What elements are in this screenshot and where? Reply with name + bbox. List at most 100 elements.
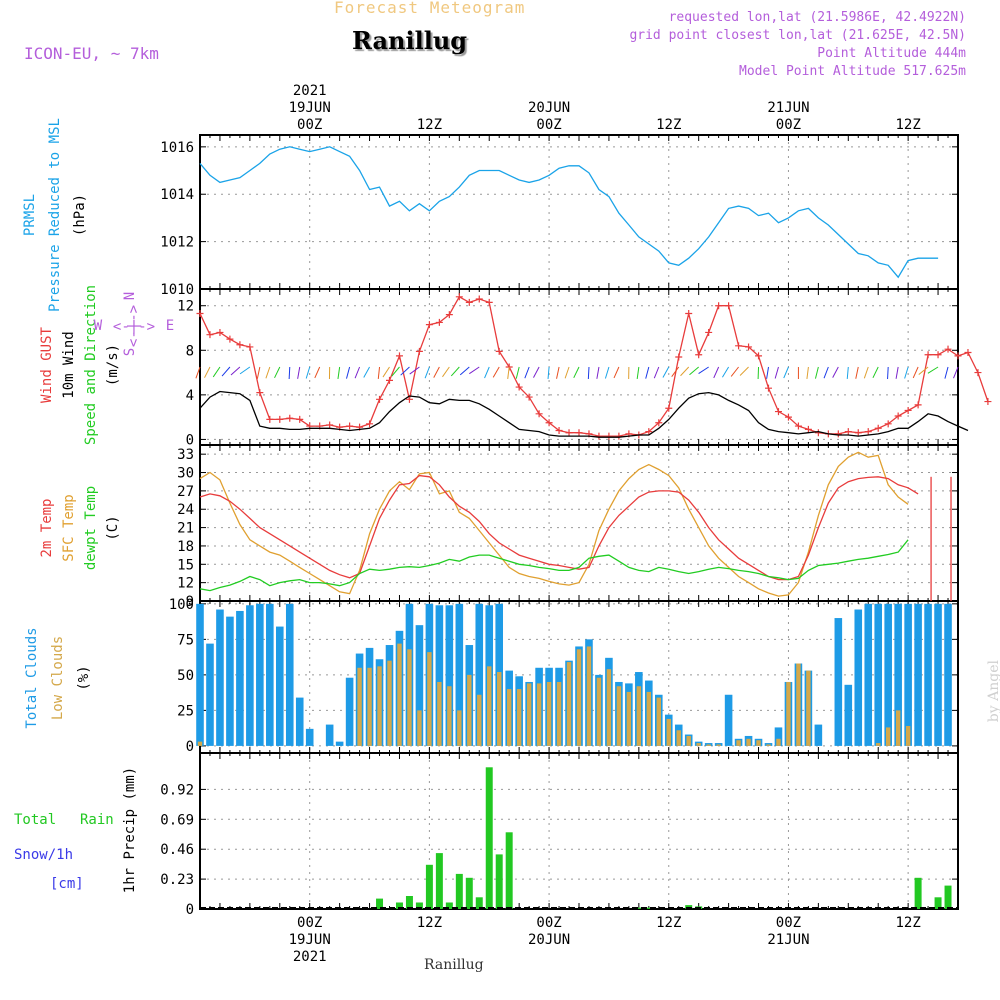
total-cloud-bar bbox=[934, 603, 942, 746]
time-label-bottom: 00Z bbox=[536, 915, 561, 931]
low-cloud-bar bbox=[606, 669, 612, 746]
time-label-bottom: 12Z bbox=[895, 915, 920, 931]
gust-point bbox=[435, 318, 443, 326]
low-cloud-bar bbox=[357, 667, 362, 746]
total-cloud-bar bbox=[914, 603, 922, 746]
time-label-bottom: 12Z bbox=[656, 915, 681, 931]
total-cloud-bar bbox=[335, 741, 344, 746]
temp-axis-label: SFC Temp bbox=[61, 494, 77, 561]
wind-direction-arrow bbox=[256, 366, 261, 379]
total-cloud-bar bbox=[295, 697, 304, 746]
y-tick-label: 1016 bbox=[160, 140, 194, 156]
rain-bar bbox=[376, 898, 384, 909]
gust-point bbox=[934, 351, 942, 359]
gust-point bbox=[615, 432, 623, 440]
gust-point bbox=[774, 408, 782, 416]
low-cloud-bar bbox=[437, 681, 442, 746]
wind-direction-arrow bbox=[927, 366, 939, 374]
wind-direction-arrow bbox=[524, 366, 530, 379]
rain-bar bbox=[395, 902, 403, 909]
low-cloud-bar bbox=[367, 667, 372, 746]
gust-point bbox=[386, 376, 393, 384]
y-tick-label: 18 bbox=[177, 539, 194, 555]
wind-direction-arrow bbox=[469, 366, 480, 375]
gust-point bbox=[296, 415, 304, 423]
wind-direction-arrow bbox=[645, 366, 650, 379]
gust-point bbox=[665, 404, 673, 412]
time-label-bottom: 00Z bbox=[776, 915, 801, 931]
low-cloud-bar bbox=[387, 660, 392, 746]
rain-bar bbox=[635, 907, 643, 909]
wind-direction-arrow bbox=[288, 366, 291, 380]
wind-direction-arrow bbox=[662, 366, 670, 378]
time-label-top: 12Z bbox=[656, 117, 681, 133]
total-cloud-bar bbox=[884, 603, 892, 746]
forecast-title: Forecast Meteogram bbox=[334, 0, 526, 17]
gust-point bbox=[804, 425, 812, 433]
gust-point bbox=[954, 352, 962, 360]
time-label-bottom: 19JUN bbox=[289, 932, 331, 948]
wind-direction-arrow bbox=[556, 366, 560, 379]
low-cloud-bar bbox=[736, 740, 741, 746]
low-cloud-bar bbox=[885, 727, 891, 746]
wind-direction-arrow bbox=[846, 366, 849, 379]
rain-bar bbox=[445, 902, 453, 909]
wind-direction-arrow bbox=[305, 366, 311, 379]
gust-point bbox=[595, 432, 603, 440]
precip-legend-cm: [cm] bbox=[50, 876, 84, 892]
gust-point bbox=[765, 384, 772, 392]
low-cloud-bar bbox=[526, 683, 532, 746]
total-cloud-bar bbox=[305, 728, 314, 746]
requested-coords: requested lon,lat (21.5986E, 42.4922N) bbox=[668, 10, 966, 25]
low-cloud-bar bbox=[895, 710, 901, 746]
low-cloud-bar bbox=[646, 691, 652, 746]
low-cloud-bar bbox=[427, 652, 432, 746]
y-tick-label: 0.46 bbox=[160, 842, 194, 858]
gust-point bbox=[535, 410, 543, 418]
gust-point bbox=[286, 414, 294, 422]
low-cloud-bar bbox=[776, 738, 781, 746]
gust-point bbox=[495, 347, 503, 355]
low-cloud-bar bbox=[696, 743, 701, 746]
low-cloud-bar bbox=[407, 649, 412, 746]
rain-bar bbox=[405, 896, 413, 909]
wind-direction-arrow bbox=[409, 366, 420, 375]
gust-line bbox=[199, 295, 989, 437]
model-altitude: Model Point Altitude 517.625m bbox=[739, 64, 966, 79]
wind-direction-arrow bbox=[895, 366, 899, 379]
wind-direction-arrow bbox=[484, 366, 490, 379]
gust-point bbox=[206, 331, 214, 339]
time-label-bottom: 21JUN bbox=[767, 932, 809, 948]
wind-direction-arrow bbox=[507, 366, 510, 379]
gust-point bbox=[196, 310, 204, 318]
gust-point bbox=[266, 415, 274, 423]
wind-direction-arrow bbox=[774, 366, 779, 379]
total-cloud-bar bbox=[834, 618, 843, 746]
wind-direction-arrow bbox=[814, 366, 819, 379]
panel-frame bbox=[199, 134, 959, 290]
temp-axis-label: (C) bbox=[105, 515, 121, 540]
gust-point bbox=[465, 298, 473, 306]
wind-direction-arrow bbox=[354, 366, 361, 379]
low-cloud-bar bbox=[636, 686, 642, 746]
y-tick-label: 30 bbox=[177, 466, 194, 482]
y-tick-label: 50 bbox=[177, 668, 194, 684]
low-cloud-bar bbox=[377, 666, 382, 746]
gust-point bbox=[256, 389, 264, 397]
total-cloud-bar bbox=[844, 684, 853, 746]
time-label-bottom: 20JUN bbox=[528, 932, 570, 948]
wind-direction-arrow bbox=[953, 366, 959, 379]
gust-point bbox=[226, 335, 234, 343]
time-label-top: 00Z bbox=[776, 117, 801, 133]
y-tick-label: 0 bbox=[186, 902, 194, 918]
gust-point bbox=[555, 427, 563, 435]
y-tick-label: 33 bbox=[177, 447, 194, 463]
rain-bar bbox=[645, 907, 653, 909]
gust-point bbox=[346, 422, 354, 430]
y-tick-label: 100 bbox=[169, 597, 194, 613]
low-cloud-bar bbox=[766, 744, 771, 746]
gust-point bbox=[944, 345, 952, 353]
y-tick-label: 9 bbox=[186, 594, 194, 610]
cloud-axis-label: Total Clouds bbox=[24, 627, 40, 728]
gust-point bbox=[485, 298, 493, 306]
